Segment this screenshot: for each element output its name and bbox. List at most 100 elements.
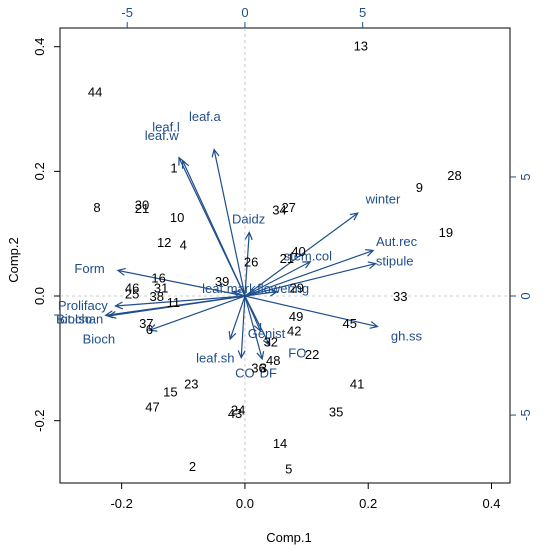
observation-label: 23: [184, 376, 198, 391]
variable-arrow: [114, 295, 245, 310]
observation-label: 32: [264, 335, 278, 350]
observation-label: 28: [447, 168, 461, 183]
variable-arrow: [211, 148, 246, 297]
observation-label: 44: [88, 85, 102, 100]
variable-arrow: [181, 159, 246, 297]
arrow-head: [349, 212, 359, 221]
arrow-head: [228, 331, 237, 341]
arrow-shaft: [244, 261, 311, 297]
observation-label: 46: [125, 280, 139, 295]
arrow-shaft: [244, 291, 278, 297]
observation-label: 35: [329, 404, 343, 419]
variable-label: Daidz: [232, 211, 265, 226]
variable-arrow: [148, 295, 246, 332]
y-tick-label: 0.0: [32, 287, 47, 305]
variable-arrow: [244, 295, 379, 329]
arrow-head: [211, 148, 220, 158]
variable-label: gh.ss: [391, 329, 423, 344]
observation-label: 6: [146, 322, 153, 337]
top-tick-label: 0: [241, 5, 248, 20]
observation-label: 5: [285, 462, 292, 477]
observation-label: 13: [354, 38, 368, 53]
observation-label: 26: [244, 255, 258, 270]
y-axis-title: Comp.2: [6, 237, 21, 283]
variable-arrow: [244, 295, 265, 361]
observation-label: 45: [342, 316, 356, 331]
y-axis: -0.2 0.0 0.2 0.4: [32, 38, 60, 432]
arrow-shaft: [149, 295, 246, 331]
arrow-head: [365, 249, 375, 257]
observation-label: 39: [215, 274, 229, 289]
arrow-head: [107, 310, 117, 319]
x-axis-title: Comp.1: [266, 530, 312, 545]
observation-label: 1: [170, 161, 177, 176]
variable-label: Biochan: [56, 312, 103, 327]
variable-label: Form: [74, 261, 104, 276]
zero-guides: [60, 28, 510, 483]
variable-label: Prolifacy: [58, 298, 108, 313]
observation-label: 40: [291, 244, 305, 259]
variable-label: stem.col: [284, 249, 333, 264]
observation-label: 30: [135, 197, 149, 212]
variable-arrow: [228, 295, 246, 341]
observation-label: 9: [416, 180, 423, 195]
observation-label: 11: [167, 295, 181, 310]
observation-label: 37: [139, 316, 153, 331]
arrow-shaft: [108, 295, 246, 317]
observation-label: 25: [125, 287, 139, 302]
variable-label: leaf.w: [145, 128, 180, 143]
variable-label: leaf.a: [189, 109, 222, 124]
variable-label: Genist: [248, 326, 286, 341]
variable-arrow: [244, 231, 253, 297]
arrow-shaft: [244, 295, 263, 360]
observation-label: 15: [163, 384, 177, 399]
arrow-head: [367, 261, 377, 270]
arrow-head: [253, 322, 262, 333]
top-tick-label: 5: [359, 5, 366, 20]
arrow-head: [181, 159, 190, 169]
arrow-head: [116, 267, 126, 276]
arrow-head: [148, 324, 158, 332]
observation-label: 16: [151, 270, 165, 285]
observation-label: 12: [157, 235, 171, 250]
observation-label: 48: [266, 353, 280, 368]
observation-label: 8: [93, 200, 100, 215]
arrow-head: [262, 337, 271, 347]
top-tick-label: -5: [121, 5, 133, 20]
observation-label: 21: [280, 251, 294, 266]
observation-label: 27: [281, 200, 295, 215]
x-tick-label: 0.2: [359, 496, 377, 511]
observation-label: 29: [289, 280, 303, 295]
arrow-shaft: [115, 295, 245, 307]
observation-label: 10: [170, 210, 184, 225]
observation-label: 41: [350, 376, 364, 391]
variable-label: CO: [235, 365, 255, 380]
variable-arrow: [244, 288, 279, 297]
observation-label: 21: [135, 201, 149, 216]
observation-label: 38: [150, 289, 164, 304]
observation-label: 2: [189, 459, 196, 474]
arrow-head: [237, 350, 246, 360]
arrow-head: [244, 231, 253, 241]
observation-label: 33: [393, 289, 407, 304]
arrow-head: [269, 288, 279, 297]
variable-arrow: [244, 261, 377, 297]
arrow-shaft: [244, 212, 359, 297]
observation-label: 43: [228, 406, 242, 421]
right-axis: -5 0 5: [510, 173, 533, 421]
observation-label: 3: [260, 361, 267, 376]
arrow-shaft: [213, 149, 246, 297]
x-axis: -0.2 0.0 0.2 0.4: [110, 483, 501, 511]
variable-label: leaf.sh: [196, 350, 234, 365]
variable-label: stipule: [376, 254, 414, 269]
observation-label: 24: [231, 402, 245, 417]
arrow-shaft: [117, 269, 246, 297]
variable-arrow: [116, 267, 246, 297]
right-tick-label: -5: [518, 409, 533, 421]
observation-label: 42: [287, 323, 301, 338]
variable-arrow: [237, 295, 246, 360]
observation-label: 4: [180, 237, 187, 252]
